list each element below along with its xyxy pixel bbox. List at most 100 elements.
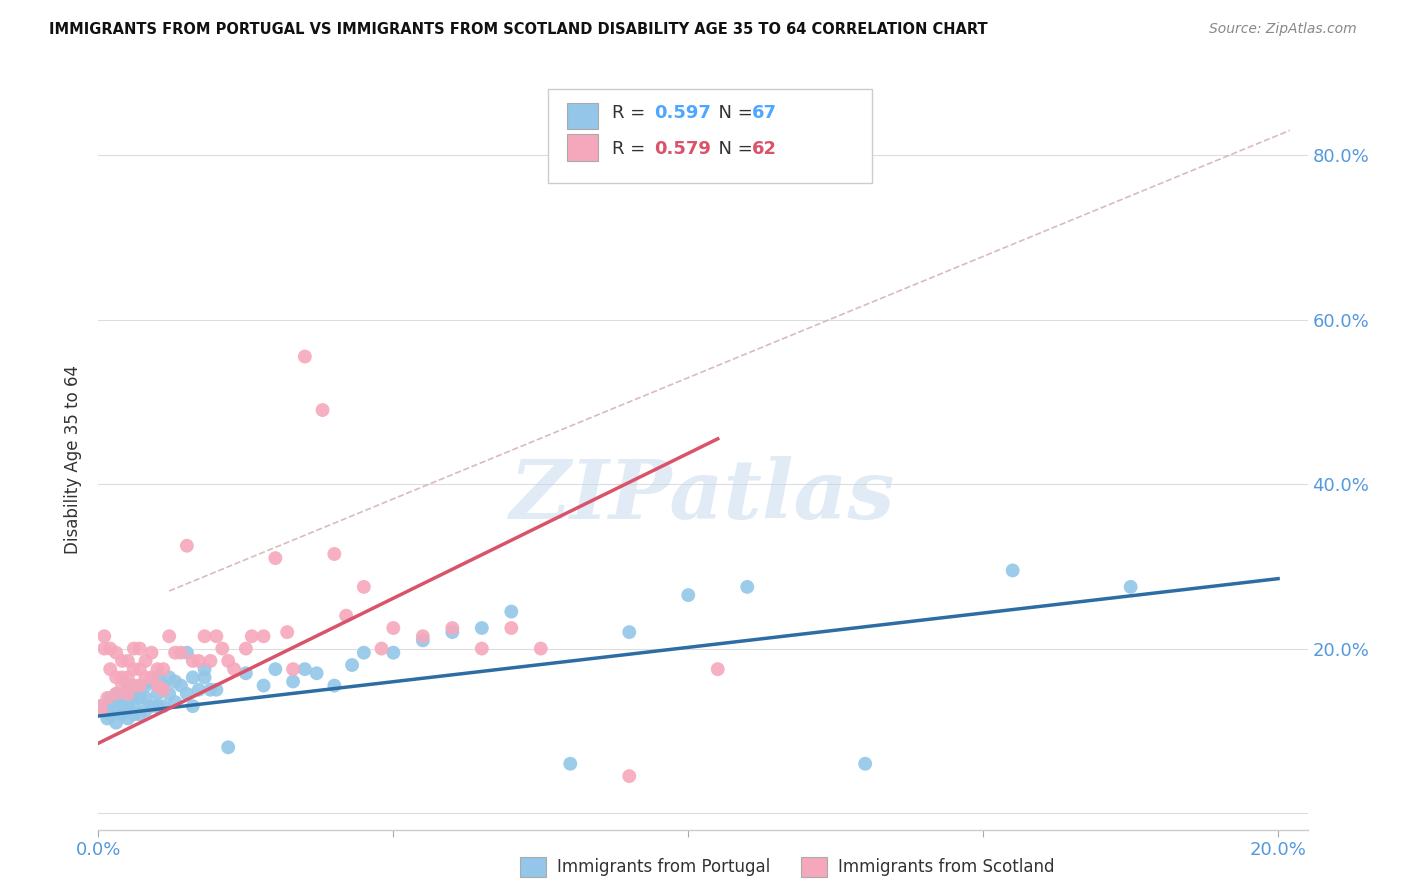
Point — [98, 662, 121, 676]
Point — [111, 654, 134, 668]
Point — [165, 646, 187, 660]
Point — [122, 679, 145, 693]
Point — [105, 715, 128, 730]
Point — [105, 687, 128, 701]
Point — [181, 654, 204, 668]
Point — [146, 687, 169, 701]
Point — [128, 707, 150, 722]
Point — [441, 625, 464, 640]
Text: N =: N = — [707, 104, 759, 122]
Point — [98, 641, 121, 656]
Point — [122, 707, 145, 722]
Text: R =: R = — [612, 140, 651, 158]
Text: ZIPatlas: ZIPatlas — [510, 457, 896, 536]
Point — [128, 690, 150, 705]
Point — [122, 641, 145, 656]
Point — [530, 641, 553, 656]
Text: 0.579: 0.579 — [654, 140, 710, 158]
Point — [89, 699, 111, 714]
Point — [141, 699, 163, 714]
Point — [111, 690, 134, 705]
Point — [187, 682, 209, 697]
Point — [217, 740, 239, 755]
Point — [501, 621, 523, 635]
Point — [370, 641, 392, 656]
Point — [98, 690, 121, 705]
Point — [235, 641, 257, 656]
Point — [111, 707, 134, 722]
Point — [252, 679, 274, 693]
Point — [264, 551, 287, 566]
Point — [152, 679, 174, 693]
Point — [157, 687, 180, 701]
Point — [90, 703, 112, 717]
Point — [128, 679, 150, 693]
Point — [96, 712, 118, 726]
Point — [294, 662, 316, 676]
Point — [205, 629, 228, 643]
Point — [117, 654, 139, 668]
Point — [117, 699, 139, 714]
Point — [281, 662, 304, 676]
Point — [135, 679, 157, 693]
Point — [200, 654, 222, 668]
Point — [222, 662, 245, 676]
Point — [122, 699, 145, 714]
Point — [152, 682, 174, 697]
Point — [93, 641, 115, 656]
Point — [152, 699, 174, 714]
Point — [706, 662, 728, 676]
Point — [619, 625, 641, 640]
Point — [311, 403, 333, 417]
Point — [93, 703, 115, 717]
Point — [471, 641, 494, 656]
Point — [211, 641, 233, 656]
Point — [105, 687, 128, 701]
Point — [323, 547, 346, 561]
Point — [181, 670, 204, 684]
Point — [281, 674, 304, 689]
Point — [146, 699, 169, 714]
Text: R =: R = — [612, 104, 651, 122]
Point — [135, 703, 157, 717]
Point — [501, 605, 523, 619]
Point — [176, 646, 198, 660]
Point — [111, 670, 134, 684]
Point — [135, 690, 157, 705]
Point — [305, 666, 328, 681]
Y-axis label: Disability Age 35 to 64: Disability Age 35 to 64 — [65, 365, 83, 554]
Point — [194, 662, 217, 676]
Point — [194, 629, 217, 643]
Point — [412, 633, 434, 648]
Point — [117, 670, 139, 684]
Point — [187, 654, 209, 668]
Point — [90, 699, 112, 714]
Point — [323, 679, 346, 693]
Point — [122, 687, 145, 701]
Point — [165, 674, 187, 689]
Point — [619, 769, 641, 783]
Point — [217, 654, 239, 668]
Point — [96, 690, 118, 705]
Point — [678, 588, 700, 602]
Point — [170, 679, 193, 693]
Point — [135, 670, 157, 684]
Point — [146, 679, 169, 693]
Point — [105, 670, 128, 684]
Point — [560, 756, 582, 771]
Point — [157, 670, 180, 684]
Point — [117, 687, 139, 701]
Point — [252, 629, 274, 643]
Point — [205, 682, 228, 697]
Point — [200, 682, 222, 697]
Point — [181, 699, 204, 714]
Point — [128, 679, 150, 693]
Point — [117, 712, 139, 726]
Point — [382, 646, 405, 660]
Point — [340, 658, 363, 673]
Point — [382, 621, 405, 635]
Point — [176, 687, 198, 701]
Point — [122, 662, 145, 676]
Point — [1001, 564, 1024, 578]
Point — [152, 662, 174, 676]
